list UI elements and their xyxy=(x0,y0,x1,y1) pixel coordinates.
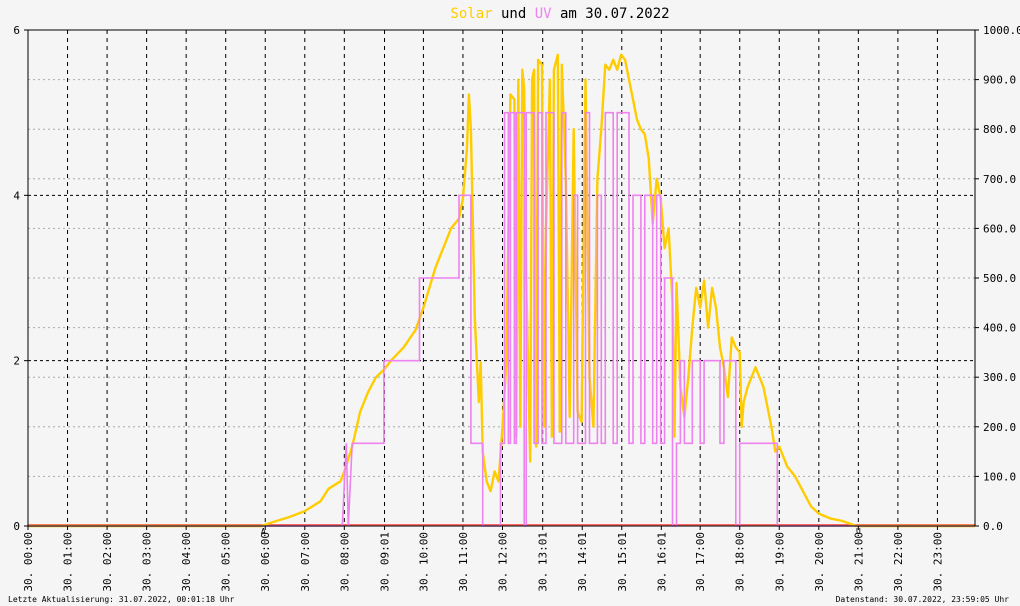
y-left-tick-label-0: 0 xyxy=(13,520,20,533)
y-right-tick-label-5: 500.0 xyxy=(983,272,1016,285)
y-right-tick-label-0: 0.0 xyxy=(983,520,1003,533)
y-right-tick-label-6: 600.0 xyxy=(983,222,1016,235)
series-line-solar xyxy=(28,53,975,528)
footer-last-update: Letzte Aktualisierung: 31.07.2022, 00:01… xyxy=(8,595,235,604)
y-right-tick-label-4: 400.0 xyxy=(983,322,1016,335)
y-axis-left-ticks: 0 2 4 6 xyxy=(13,24,28,533)
x-tick-label-3: 30. 03:00 xyxy=(141,532,154,592)
x-tick-label-0: 30. 00:00 xyxy=(22,532,35,592)
x-tick-label-21: 30. 21:00 xyxy=(852,532,865,592)
x-tick-label-14: 30. 14:01 xyxy=(576,532,589,592)
marker-u: U xyxy=(856,527,861,536)
x-tick-label-4: 30. 04:00 xyxy=(180,532,193,592)
y-right-tick-label-8: 800.0 xyxy=(983,123,1016,136)
x-tick-label-12: 30. 12:00 xyxy=(497,532,510,592)
x-tick-label-7: 30. 07:00 xyxy=(299,532,312,592)
y-right-tick-label-9: 900.0 xyxy=(983,74,1016,87)
x-tick-label-2: 30. 02:00 xyxy=(101,532,114,592)
title-und: und xyxy=(493,6,535,22)
y-right-tick-label-3: 300.0 xyxy=(983,371,1016,384)
x-tick-label-17: 30. 17:00 xyxy=(694,532,707,592)
x-tick-label-1: 30. 01:00 xyxy=(62,532,75,592)
x-tick-label-22: 30. 22:00 xyxy=(892,532,905,592)
x-tick-label-11: 30. 11:00 xyxy=(457,532,470,592)
x-tick-label-8: 30. 08:00 xyxy=(338,532,351,592)
x-tick-label-15: 30. 15:01 xyxy=(616,532,629,592)
x-tick-label-13: 30. 13:01 xyxy=(537,532,550,592)
x-tick-label-5: 30. 05:00 xyxy=(220,532,233,592)
y-left-tick-label-1: 2 xyxy=(13,355,20,368)
chart-title: Solar und UV am 30.07.2022 xyxy=(450,6,669,22)
title-date: am 30.07.2022 xyxy=(552,6,670,22)
x-axis-ticks: 30. 00:00 30. 01:00 30. 02:00 30. 03:00 30. … xyxy=(22,526,944,592)
marker-a: A xyxy=(261,527,266,536)
title-uv: UV xyxy=(535,6,552,22)
x-tick-label-19: 30. 19:00 xyxy=(773,532,786,592)
x-tick-label-9: 30. 09:01 xyxy=(379,532,392,592)
x-tick-label-10: 30. 10:00 xyxy=(417,532,430,592)
y-right-tick-label-10: 1000.0 xyxy=(983,24,1020,37)
y-left-tick-label-2: 4 xyxy=(13,189,20,202)
x-tick-label-23: 30. 23:00 xyxy=(931,532,944,592)
x-tick-label-20: 30. 20:00 xyxy=(813,532,826,592)
title-solar: Solar xyxy=(450,6,492,22)
y-axis-right-ticks: 0.0 100.0 200.0 300.0 400.0 500.0 600.0 700.0 80… xyxy=(975,24,1020,533)
footer-data-status: Datenstand: 30.07.2022, 23:59:05 Uhr xyxy=(836,595,1010,604)
series-line-uv xyxy=(28,111,975,527)
y-left-tick-label-3: 6 xyxy=(13,24,20,37)
x-tick-label-18: 30. 18:00 xyxy=(734,532,747,592)
y-right-tick-label-7: 700.0 xyxy=(983,173,1016,186)
y-right-tick-label-1: 100.0 xyxy=(983,470,1016,483)
x-tick-label-6: 30. 06:00 xyxy=(259,532,272,592)
x-tick-label-16: 30. 16:01 xyxy=(655,532,668,592)
y-right-tick-label-2: 200.0 xyxy=(983,421,1016,434)
